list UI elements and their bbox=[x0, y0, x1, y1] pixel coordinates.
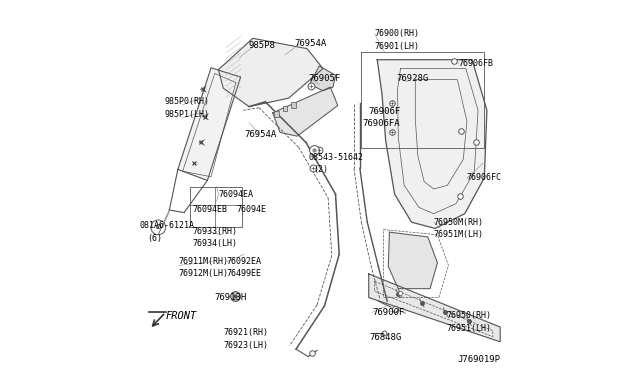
Polygon shape bbox=[218, 38, 323, 107]
Text: 76900(RH): 76900(RH) bbox=[374, 29, 420, 38]
Text: 76094E: 76094E bbox=[237, 205, 267, 215]
Polygon shape bbox=[388, 232, 437, 289]
Text: 76951M(LH): 76951M(LH) bbox=[434, 230, 484, 239]
Bar bbox=[274, 111, 278, 117]
Polygon shape bbox=[178, 68, 241, 180]
Text: 081A6-6121A: 081A6-6121A bbox=[140, 221, 195, 230]
Text: 76913H: 76913H bbox=[215, 293, 247, 302]
Polygon shape bbox=[377, 60, 487, 228]
Text: 76933(RH): 76933(RH) bbox=[193, 227, 237, 235]
Text: 76906F: 76906F bbox=[369, 107, 401, 116]
Polygon shape bbox=[369, 274, 500, 342]
Text: Ø: Ø bbox=[156, 224, 161, 230]
Text: 76951(LH): 76951(LH) bbox=[446, 324, 492, 333]
Text: 76912M(LH): 76912M(LH) bbox=[179, 269, 229, 278]
Text: 76923(LH): 76923(LH) bbox=[223, 341, 268, 350]
Text: 985P1(LH): 985P1(LH) bbox=[165, 109, 210, 119]
Text: 76906FC: 76906FC bbox=[467, 173, 502, 182]
Text: 76928G: 76928G bbox=[397, 74, 429, 83]
Polygon shape bbox=[273, 87, 338, 136]
Text: 76900F: 76900F bbox=[372, 308, 404, 317]
Text: 08543-51642: 08543-51642 bbox=[308, 153, 363, 162]
Bar bbox=[283, 106, 287, 112]
Text: 76092EA: 76092EA bbox=[227, 257, 262, 266]
Text: 76901(LH): 76901(LH) bbox=[374, 42, 420, 51]
Bar bbox=[190, 187, 242, 227]
Text: 76094EA: 76094EA bbox=[218, 190, 253, 199]
Text: 76950(RH): 76950(RH) bbox=[446, 311, 492, 320]
Text: 76954A: 76954A bbox=[294, 39, 326, 48]
Text: 76921(RH): 76921(RH) bbox=[223, 328, 268, 337]
Text: 76934(LH): 76934(LH) bbox=[193, 239, 237, 248]
Text: 76905F: 76905F bbox=[308, 74, 340, 83]
Text: 76094EB: 76094EB bbox=[193, 205, 228, 215]
Bar bbox=[291, 102, 296, 108]
Text: 76950M(RH): 76950M(RH) bbox=[434, 218, 484, 227]
Text: 76906FA: 76906FA bbox=[362, 119, 400, 128]
Text: (6): (6) bbox=[147, 234, 162, 243]
Text: (2): (2) bbox=[314, 165, 329, 174]
Text: 76954A: 76954A bbox=[244, 130, 276, 139]
Text: 985P0(RH): 985P0(RH) bbox=[165, 97, 210, 106]
Text: 76848G: 76848G bbox=[370, 333, 402, 342]
Text: FRONT: FRONT bbox=[166, 311, 197, 321]
Text: 76911M(RH): 76911M(RH) bbox=[179, 257, 229, 266]
Text: 76906FB: 76906FB bbox=[458, 59, 493, 68]
Text: 985P8: 985P8 bbox=[248, 41, 275, 50]
Text: J769019P: J769019P bbox=[457, 355, 500, 364]
Polygon shape bbox=[310, 66, 335, 91]
Text: 76499EE: 76499EE bbox=[227, 269, 262, 278]
